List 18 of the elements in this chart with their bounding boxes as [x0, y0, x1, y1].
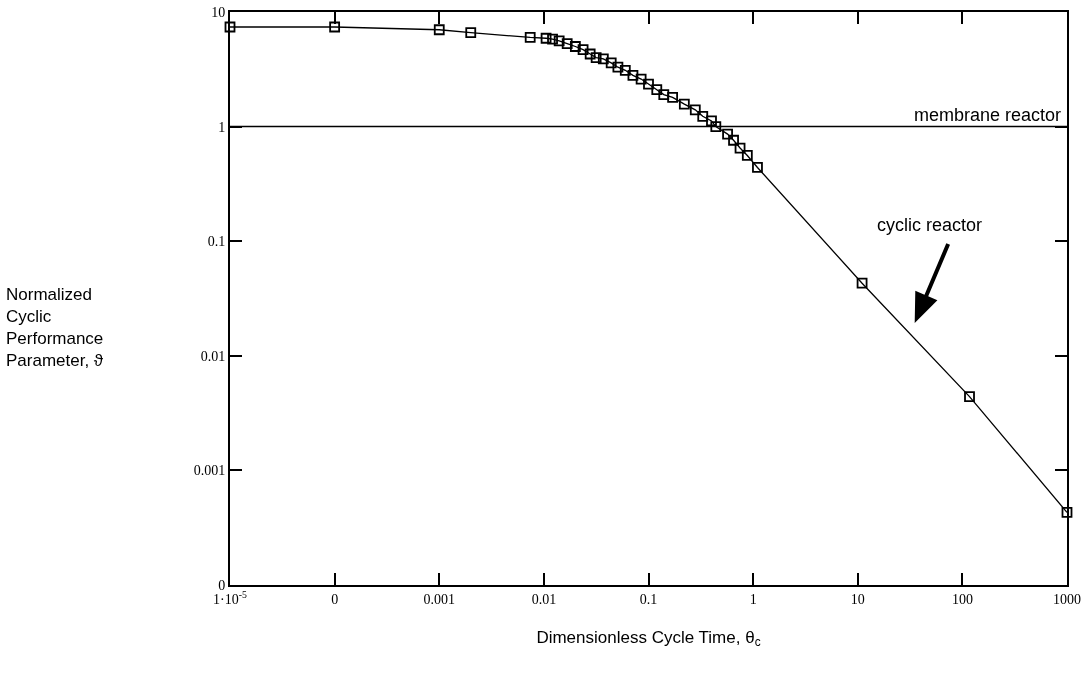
x-tick-label: 100	[951, 591, 973, 607]
x-tick-label: 10	[850, 591, 865, 607]
x-tick-label: 0.01	[531, 591, 557, 607]
y-tick-label: 10	[211, 4, 226, 20]
x-axis-title: Dimensionless Cycle Time, θ$_{c}$	[536, 627, 761, 650]
y-tick-label: 0	[218, 577, 226, 593]
x-tick-label: 1000	[1053, 591, 1081, 607]
x-tick-label: 0	[331, 591, 339, 607]
y-tick-label: 0.1	[207, 234, 226, 250]
y-tick-label: 1	[218, 119, 226, 135]
y-tick-label: 0.001	[193, 463, 226, 479]
ref-line-label: membrane reactor	[914, 105, 1062, 125]
annotation: cyclic reactor	[877, 215, 983, 235]
x-tick-label: 0.001	[423, 591, 455, 607]
x-tick-label: 0.1	[639, 591, 658, 607]
text: Normalized Cyclic Performance Parameter, ϑ	[6, 285, 104, 371]
y-tick-label: 0.01	[200, 348, 226, 364]
x-tick-label: 1	[749, 591, 757, 607]
